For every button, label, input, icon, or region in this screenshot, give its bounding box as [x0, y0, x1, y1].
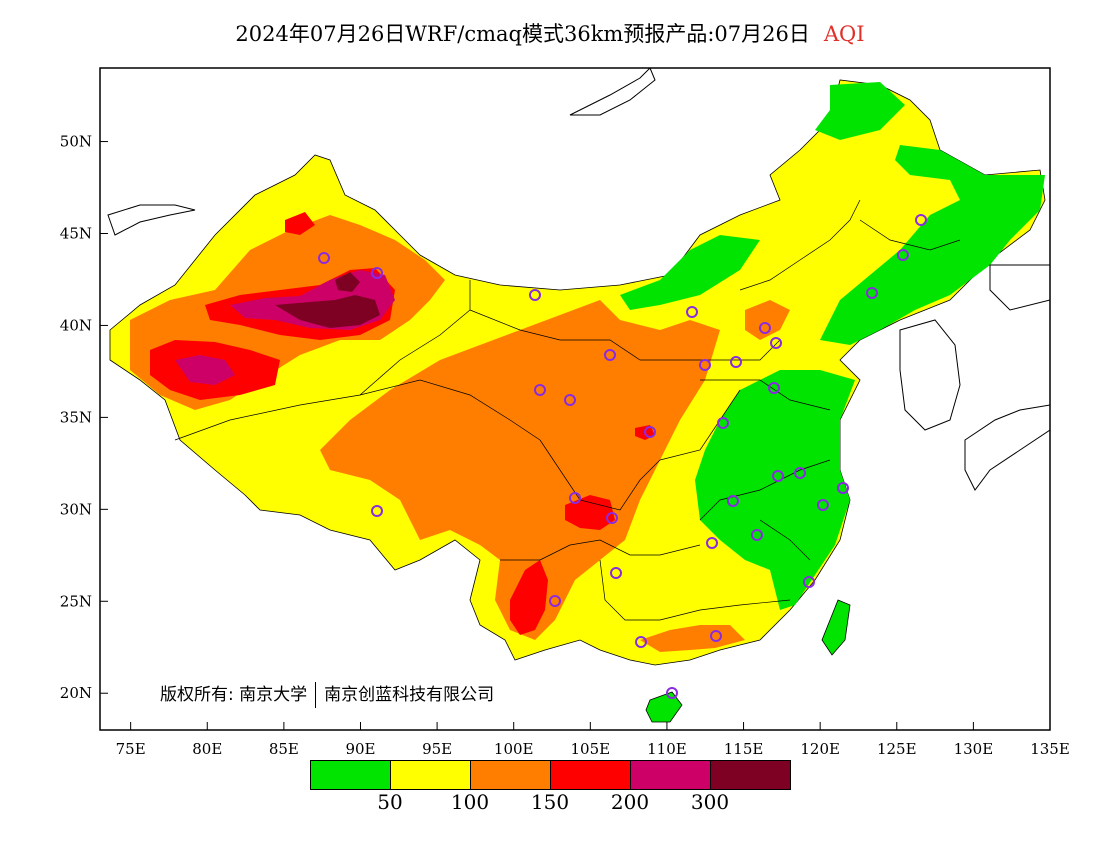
- region-unhealthy-small1: [285, 212, 315, 235]
- x-tick-label: 105E: [571, 740, 611, 758]
- x-tick-label: 75E: [116, 740, 146, 758]
- province-boundaries: [174, 199, 961, 621]
- region-unhealthy-sichuan: [565, 495, 615, 530]
- x-tick-label: 80E: [192, 740, 222, 758]
- region-usg-central: [320, 300, 720, 640]
- x-tick-label: 110E: [647, 740, 687, 758]
- copyright-text: 版权所有: 南京大学 南京创蓝科技有限公司: [160, 680, 494, 708]
- legend-label: 300: [690, 790, 730, 814]
- legend-swatch: [390, 760, 471, 790]
- copyright-separator: [315, 682, 317, 708]
- legend-label: 200: [610, 790, 650, 814]
- map-frame: [99, 67, 1051, 731]
- y-tick-label: 25N: [60, 592, 92, 610]
- copyright-right: 南京创蓝科技有限公司: [324, 685, 495, 705]
- region-hazardous-1: [275, 295, 380, 328]
- legend-label: 100: [450, 790, 490, 814]
- legend-label: 150: [530, 790, 570, 814]
- x-tick-label: 125E: [877, 740, 917, 758]
- region-very-unhealthy-2: [175, 355, 235, 385]
- region-good-taiwan: [821, 599, 851, 656]
- title-variable: AQI: [823, 22, 865, 46]
- x-tick-label: 95E: [422, 740, 452, 758]
- x-tick-label: 120E: [800, 740, 840, 758]
- region-unhealthy-yunnan: [510, 560, 548, 635]
- legend-label: 50: [377, 790, 403, 814]
- region-hazardous-2: [335, 272, 360, 292]
- station-markers: [318, 214, 927, 699]
- y-tick-label: 50N: [60, 133, 92, 151]
- x-tick-label: 90E: [345, 740, 375, 758]
- map-title: 2024年07月26日WRF/cmaq模式36km预报产品:07月26日 AQI: [0, 18, 1100, 48]
- region-good-north: [620, 235, 760, 310]
- aqi-legend: [310, 760, 792, 792]
- x-tick-label: 130E: [954, 740, 994, 758]
- y-tick-label: 35N: [60, 408, 92, 426]
- legend-swatch: [710, 760, 791, 790]
- y-tick-label: 20N: [60, 684, 92, 702]
- region-good-east: [695, 370, 855, 610]
- region-usg-beijing: [745, 300, 790, 340]
- y-tick-label: 40N: [60, 316, 92, 334]
- y-tick-label: 45N: [60, 225, 92, 243]
- x-tick-label: 135E: [1030, 740, 1070, 758]
- x-tick-label: 100E: [494, 740, 534, 758]
- y-tick-label: 30N: [60, 500, 92, 518]
- x-axis: 75E 80E 85E 90E 95E 100E 105E 110E 115E 120E 125E 1…: [116, 722, 1070, 758]
- y-axis: 50N 45N 40N 35N 30N 25N 20N: [60, 133, 108, 702]
- copyright-left: 版权所有: 南京大学: [160, 685, 308, 705]
- legend-swatch: [310, 760, 391, 790]
- legend-swatch: [550, 760, 631, 790]
- region-good-hainan: [645, 691, 683, 723]
- legend-swatch: [470, 760, 551, 790]
- title-main: 2024年07月26日WRF/cmaq模式36km预报产品:07月26日: [235, 22, 810, 46]
- x-tick-label: 85E: [269, 740, 299, 758]
- legend-swatch: [630, 760, 711, 790]
- x-tick-label: 115E: [724, 740, 764, 758]
- map-content: [107, 68, 1050, 723]
- region-good-northeast: [815, 82, 905, 140]
- neighbor-coastlines: [107, 68, 1050, 491]
